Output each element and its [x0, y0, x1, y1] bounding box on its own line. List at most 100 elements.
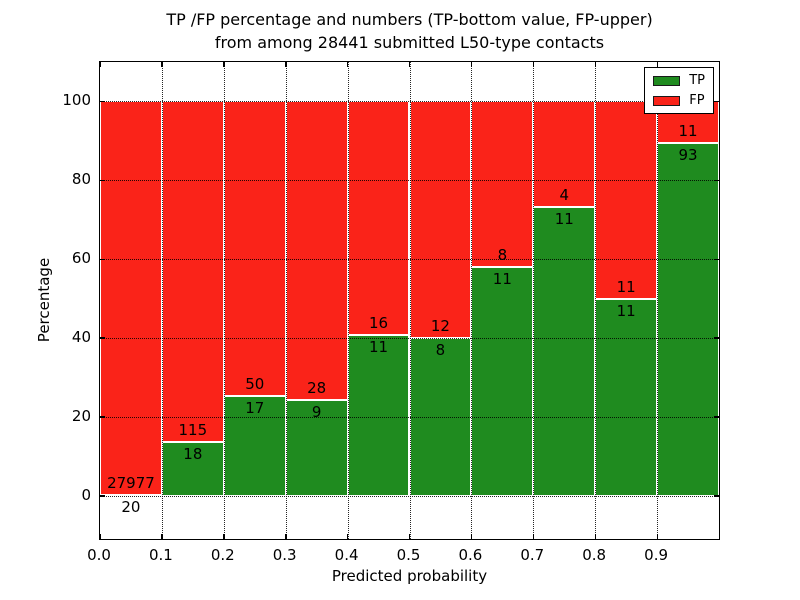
y-tickmark-left	[100, 100, 105, 103]
x-tickmark-bottom	[161, 534, 163, 539]
fp-bar-segment	[471, 101, 534, 268]
fp-bar-segment	[100, 101, 162, 496]
y-tickmark-left	[100, 495, 105, 497]
tp-count-label: 11	[492, 270, 512, 289]
x-tickmark-bottom	[347, 534, 349, 539]
y-tickmark-left	[100, 337, 105, 339]
tp-count-label: 9	[311, 402, 322, 421]
v-gridline-0.5	[409, 62, 411, 539]
tp-count-label: 11	[616, 301, 636, 320]
tp-count-label: 20	[121, 498, 141, 517]
x-tickmark-bottom	[409, 534, 411, 539]
x-tick-label-0.1: 0.1	[148, 546, 173, 564]
y-tick-label-100: 100	[62, 91, 91, 110]
fp-bar-segment	[533, 101, 596, 207]
x-tick-label-0.0: 0.0	[87, 546, 111, 564]
legend-label-tp: TP	[689, 73, 705, 88]
fp-count-label: 11	[616, 277, 636, 296]
tp-count-label: 18	[183, 445, 203, 464]
x-tickmark-bottom	[100, 534, 101, 539]
y-tick-label-0: 0	[81, 485, 91, 504]
tp-count-label: 11	[554, 209, 574, 228]
y-tickmark-right	[714, 179, 719, 182]
y-tick-label-20: 20	[71, 406, 91, 425]
x-tickmark-top	[161, 62, 163, 67]
chart-title-line2: from among 28441 submitted L50-type cont…	[214, 33, 605, 52]
tp-count-label: 17	[245, 398, 265, 417]
fp-bar-segment	[223, 101, 286, 396]
fp-legend-swatch-icon	[653, 95, 681, 106]
tp-count-label: 11	[368, 338, 389, 357]
v-gridline-0.8	[595, 62, 597, 539]
x-tickmark-bottom	[223, 534, 225, 539]
fp-bar-segment	[595, 101, 658, 299]
tp-bar-segment	[533, 206, 596, 496]
v-gridline-0.9	[657, 62, 659, 539]
y-tickmark-right	[714, 495, 719, 497]
tp-bar-segment	[657, 143, 719, 496]
y-tickmark-right	[714, 337, 719, 339]
y-tickmark-right	[714, 416, 719, 418]
tp-count-label: 93	[678, 146, 698, 165]
y-tick-label-80: 80	[71, 170, 91, 189]
x-axis-label: Predicted probability	[331, 567, 488, 585]
x-tickmark-bottom	[594, 534, 597, 539]
y-tickmark-left	[100, 258, 105, 260]
tp-count-label: 8	[435, 340, 446, 359]
v-gridline-0.4	[347, 62, 349, 539]
x-tickmark-bottom	[656, 534, 658, 539]
chart-title-line1: TP /FP percentage and numbers (TP-bottom…	[166, 10, 653, 29]
x-tickmark-bottom	[532, 534, 535, 539]
x-tickmark-top	[532, 62, 535, 67]
fp-count-label: 4	[559, 185, 570, 204]
y-tickmark-right	[714, 100, 719, 103]
v-gridline-0.3	[285, 62, 287, 539]
x-tick-label-0.2: 0.2	[210, 546, 235, 564]
fp-count-label: 28	[307, 378, 327, 397]
fp-count-label: 8	[497, 246, 508, 265]
x-tickmark-top	[470, 62, 473, 67]
chart-title: TP /FP percentage and numbers (TP-bottom…	[99, 8, 720, 54]
tp-bar-segment	[471, 267, 534, 496]
y-tickmark-right	[714, 258, 719, 260]
fp-count-label: 16	[368, 314, 389, 333]
x-tickmark-top	[594, 62, 597, 67]
fp-count-label: 12	[430, 316, 450, 335]
tp-legend-swatch-icon	[653, 75, 681, 86]
x-tick-label-0.3: 0.3	[272, 546, 297, 564]
legend-entry-fp: FP	[653, 94, 705, 107]
fp-bar-segment	[285, 101, 348, 400]
fp-count-label: 11	[678, 122, 698, 141]
legend-entry-tp: TP	[653, 74, 705, 87]
y-tickmark-left	[100, 416, 105, 418]
y-tick-label-40: 40	[71, 327, 91, 346]
x-tickmark-top	[347, 62, 349, 67]
x-tick-label-0.8: 0.8	[582, 546, 607, 564]
x-tickmark-bottom	[470, 534, 473, 539]
v-gridline-0.7	[533, 62, 535, 539]
tp-bar-segment	[595, 298, 658, 496]
x-tickmark-top	[409, 62, 411, 67]
legend: TP FP	[644, 67, 714, 114]
x-tickmark-top	[656, 62, 658, 67]
legend-label-fp: FP	[689, 93, 705, 108]
v-gridline-0.1	[161, 62, 163, 539]
v-gridline-0.2	[223, 62, 225, 539]
plot-area: 27977 20 115 18 50 17 28 9 16 11 12 8 8 11 4 11 11 11 11 93…	[99, 61, 720, 540]
x-tick-label-0.6: 0.6	[458, 546, 483, 564]
y-tick-label-60: 60	[71, 249, 91, 268]
x-tick-label-0.7: 0.7	[520, 546, 545, 564]
fp-count-label: 50	[245, 374, 265, 393]
x-tick-label-0.4: 0.4	[334, 546, 359, 564]
x-tickmark-top	[100, 62, 101, 67]
y-tickmark-left	[100, 179, 105, 182]
fp-count-label: 115	[178, 421, 208, 440]
fp-bar-segment	[409, 101, 472, 338]
x-tickmark-bottom	[285, 534, 287, 539]
x-tick-label-0.9: 0.9	[644, 546, 669, 564]
fp-bar-segment	[161, 101, 224, 443]
x-tickmark-top	[285, 62, 287, 67]
x-tickmark-top	[223, 62, 225, 67]
v-gridline-0.6	[471, 62, 473, 539]
